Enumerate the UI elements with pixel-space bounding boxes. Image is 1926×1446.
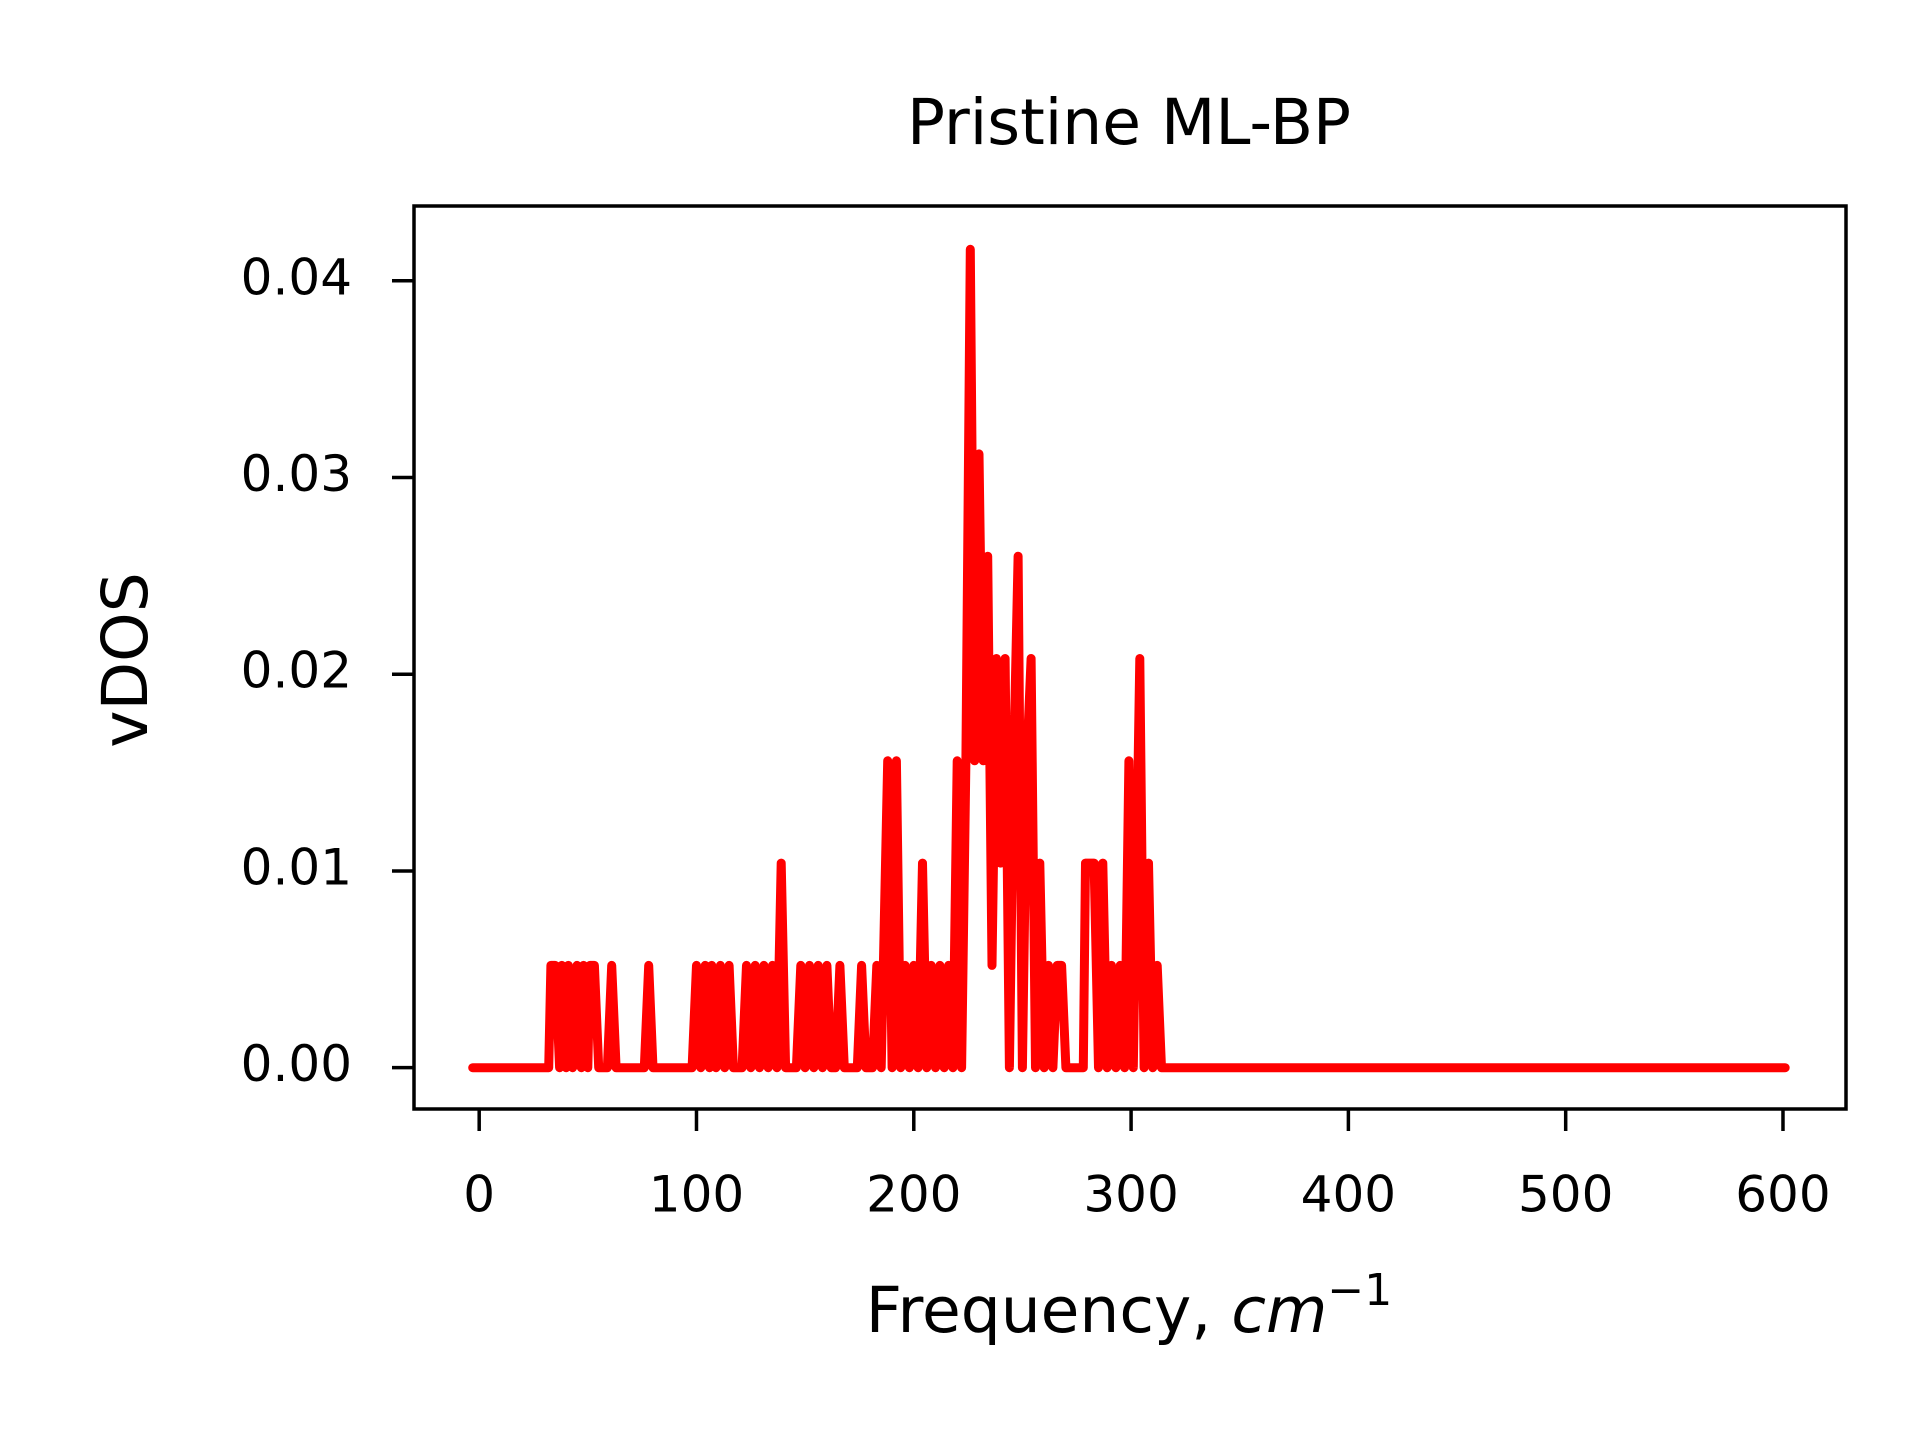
data-line (468, 244, 1790, 1073)
x-label-text: Frequency, (866, 1274, 1232, 1347)
x-axis-label: Frequency, cm−1 (866, 1265, 1392, 1347)
plot-frame (412, 204, 1848, 1111)
x-tick-label: 500 (1518, 1166, 1613, 1224)
x-tick-label: 100 (649, 1166, 744, 1224)
x-label-exponent: −1 (1327, 1265, 1392, 1316)
y-tick-label: 0.01 (241, 838, 352, 896)
x-tick-label: 300 (1083, 1166, 1178, 1224)
x-label-unit: cm (1231, 1274, 1327, 1347)
x-tick-label: 400 (1301, 1166, 1396, 1224)
y-axis-label: vDOS (89, 572, 162, 747)
x-tick-label: 0 (463, 1166, 495, 1224)
x-tick-label: 200 (866, 1166, 961, 1224)
y-tick-label: 0.00 (241, 1035, 352, 1093)
x-tick-label: 600 (1735, 1166, 1830, 1224)
y-tick-label: 0.04 (241, 248, 352, 306)
chart-title: Pristine ML-BP (907, 86, 1351, 159)
y-tick-label: 0.03 (241, 445, 352, 503)
y-tick-label: 0.02 (241, 642, 352, 700)
